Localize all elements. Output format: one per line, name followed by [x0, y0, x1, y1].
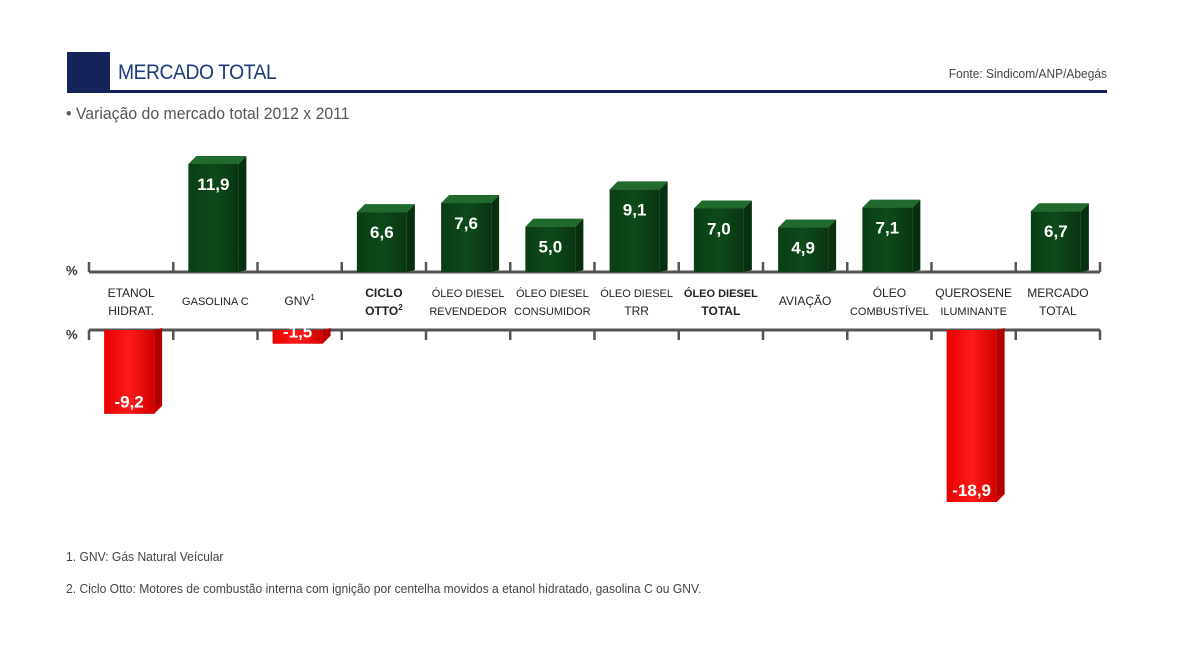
page-title: MERCADO TOTAL: [118, 61, 277, 84]
bar-side: [659, 181, 668, 272]
bar-side: [828, 219, 837, 272]
header-square: [67, 52, 110, 92]
bar: [862, 207, 913, 272]
data-label: 5,0: [539, 238, 563, 257]
bar-side: [154, 328, 163, 414]
category-label: ÓLEO: [873, 285, 906, 300]
data-label: 9,1: [623, 200, 647, 219]
bar-side: [575, 218, 584, 272]
bar: [609, 189, 660, 272]
footnote-2: 2. Ciclo Otto: Motores de combustão inte…: [66, 581, 702, 596]
bar-side: [743, 200, 752, 272]
bar-top: [356, 204, 415, 213]
bar-top: [693, 200, 752, 209]
category-superscript: 2: [398, 303, 403, 312]
category-label: ÓLEO DIESEL: [516, 287, 589, 300]
category-label: TOTAL: [1039, 304, 1077, 318]
category-label: GNV1: [284, 293, 315, 308]
category-label: OTTO2: [365, 303, 403, 318]
bar-top: [188, 156, 247, 164]
category-label: TRR: [624, 304, 649, 318]
bar: [946, 330, 997, 502]
bar: [188, 164, 239, 272]
bar-top: [1030, 203, 1089, 212]
category-label: TOTAL: [701, 304, 740, 318]
category-label: CICLO: [365, 286, 402, 300]
category-label: CONSUMIDOR: [514, 306, 590, 318]
data-label: 4,9: [791, 239, 815, 258]
bar-top: [778, 219, 837, 228]
header-rule: [67, 90, 1107, 93]
footnote-1: 1. GNV: Gás Natural Veícular: [66, 549, 224, 564]
category-label: ILUMINANTE: [940, 306, 1007, 318]
bar: [441, 203, 492, 272]
bar: [778, 227, 829, 272]
data-label: 7,1: [876, 219, 900, 238]
bar: [104, 330, 155, 414]
data-label: 7,0: [707, 219, 731, 238]
data-label: -18,9: [952, 481, 991, 500]
data-label: -9,2: [114, 393, 143, 412]
bar-top: [441, 195, 500, 204]
bar: [1030, 211, 1081, 272]
bar-side: [1080, 203, 1089, 272]
chart-subtitle: • Variação do mercado total 2012 x 2011: [66, 104, 350, 123]
bar-top: [525, 218, 584, 227]
category-label: COMBUSTÍVEL: [850, 305, 929, 318]
category-label: ETANOL: [108, 286, 155, 300]
data-label: 6,6: [370, 223, 394, 242]
category-label: QUEROSENE: [935, 286, 1012, 300]
bar-side: [491, 195, 500, 272]
bar: [272, 330, 323, 344]
category-label: HIDRAT.: [108, 304, 154, 318]
category-label: ÓLEO DIESEL: [432, 287, 505, 300]
unit-label-lower: %: [66, 327, 78, 342]
category-label: MERCADO: [1027, 286, 1088, 300]
category-label: REVENDEDOR: [429, 306, 507, 318]
category-label: ÓLEO DIESEL: [684, 287, 758, 300]
data-label: 7,6: [454, 214, 478, 233]
category-label: ÓLEO DIESEL: [600, 287, 673, 300]
bar-top: [609, 181, 668, 190]
bar: [356, 212, 407, 272]
bar-side: [996, 328, 1005, 502]
bar-top: [862, 199, 921, 208]
category-label: AVIAÇÃO: [779, 294, 831, 308]
bar: [693, 208, 744, 272]
data-label: 6,7: [1044, 222, 1068, 241]
bar-side: [406, 204, 415, 272]
bar: [525, 226, 576, 272]
unit-label-upper: %: [66, 263, 78, 278]
data-label: 11,9: [197, 175, 229, 194]
category-superscript: 1: [310, 293, 315, 302]
bar-side: [238, 156, 247, 272]
category-label: GASOLINA C: [182, 296, 249, 308]
bar-side: [912, 199, 921, 272]
source-label: Fonte: Sindicom/ANP/Abegás: [948, 66, 1107, 81]
data-label: -1,5: [283, 323, 312, 342]
